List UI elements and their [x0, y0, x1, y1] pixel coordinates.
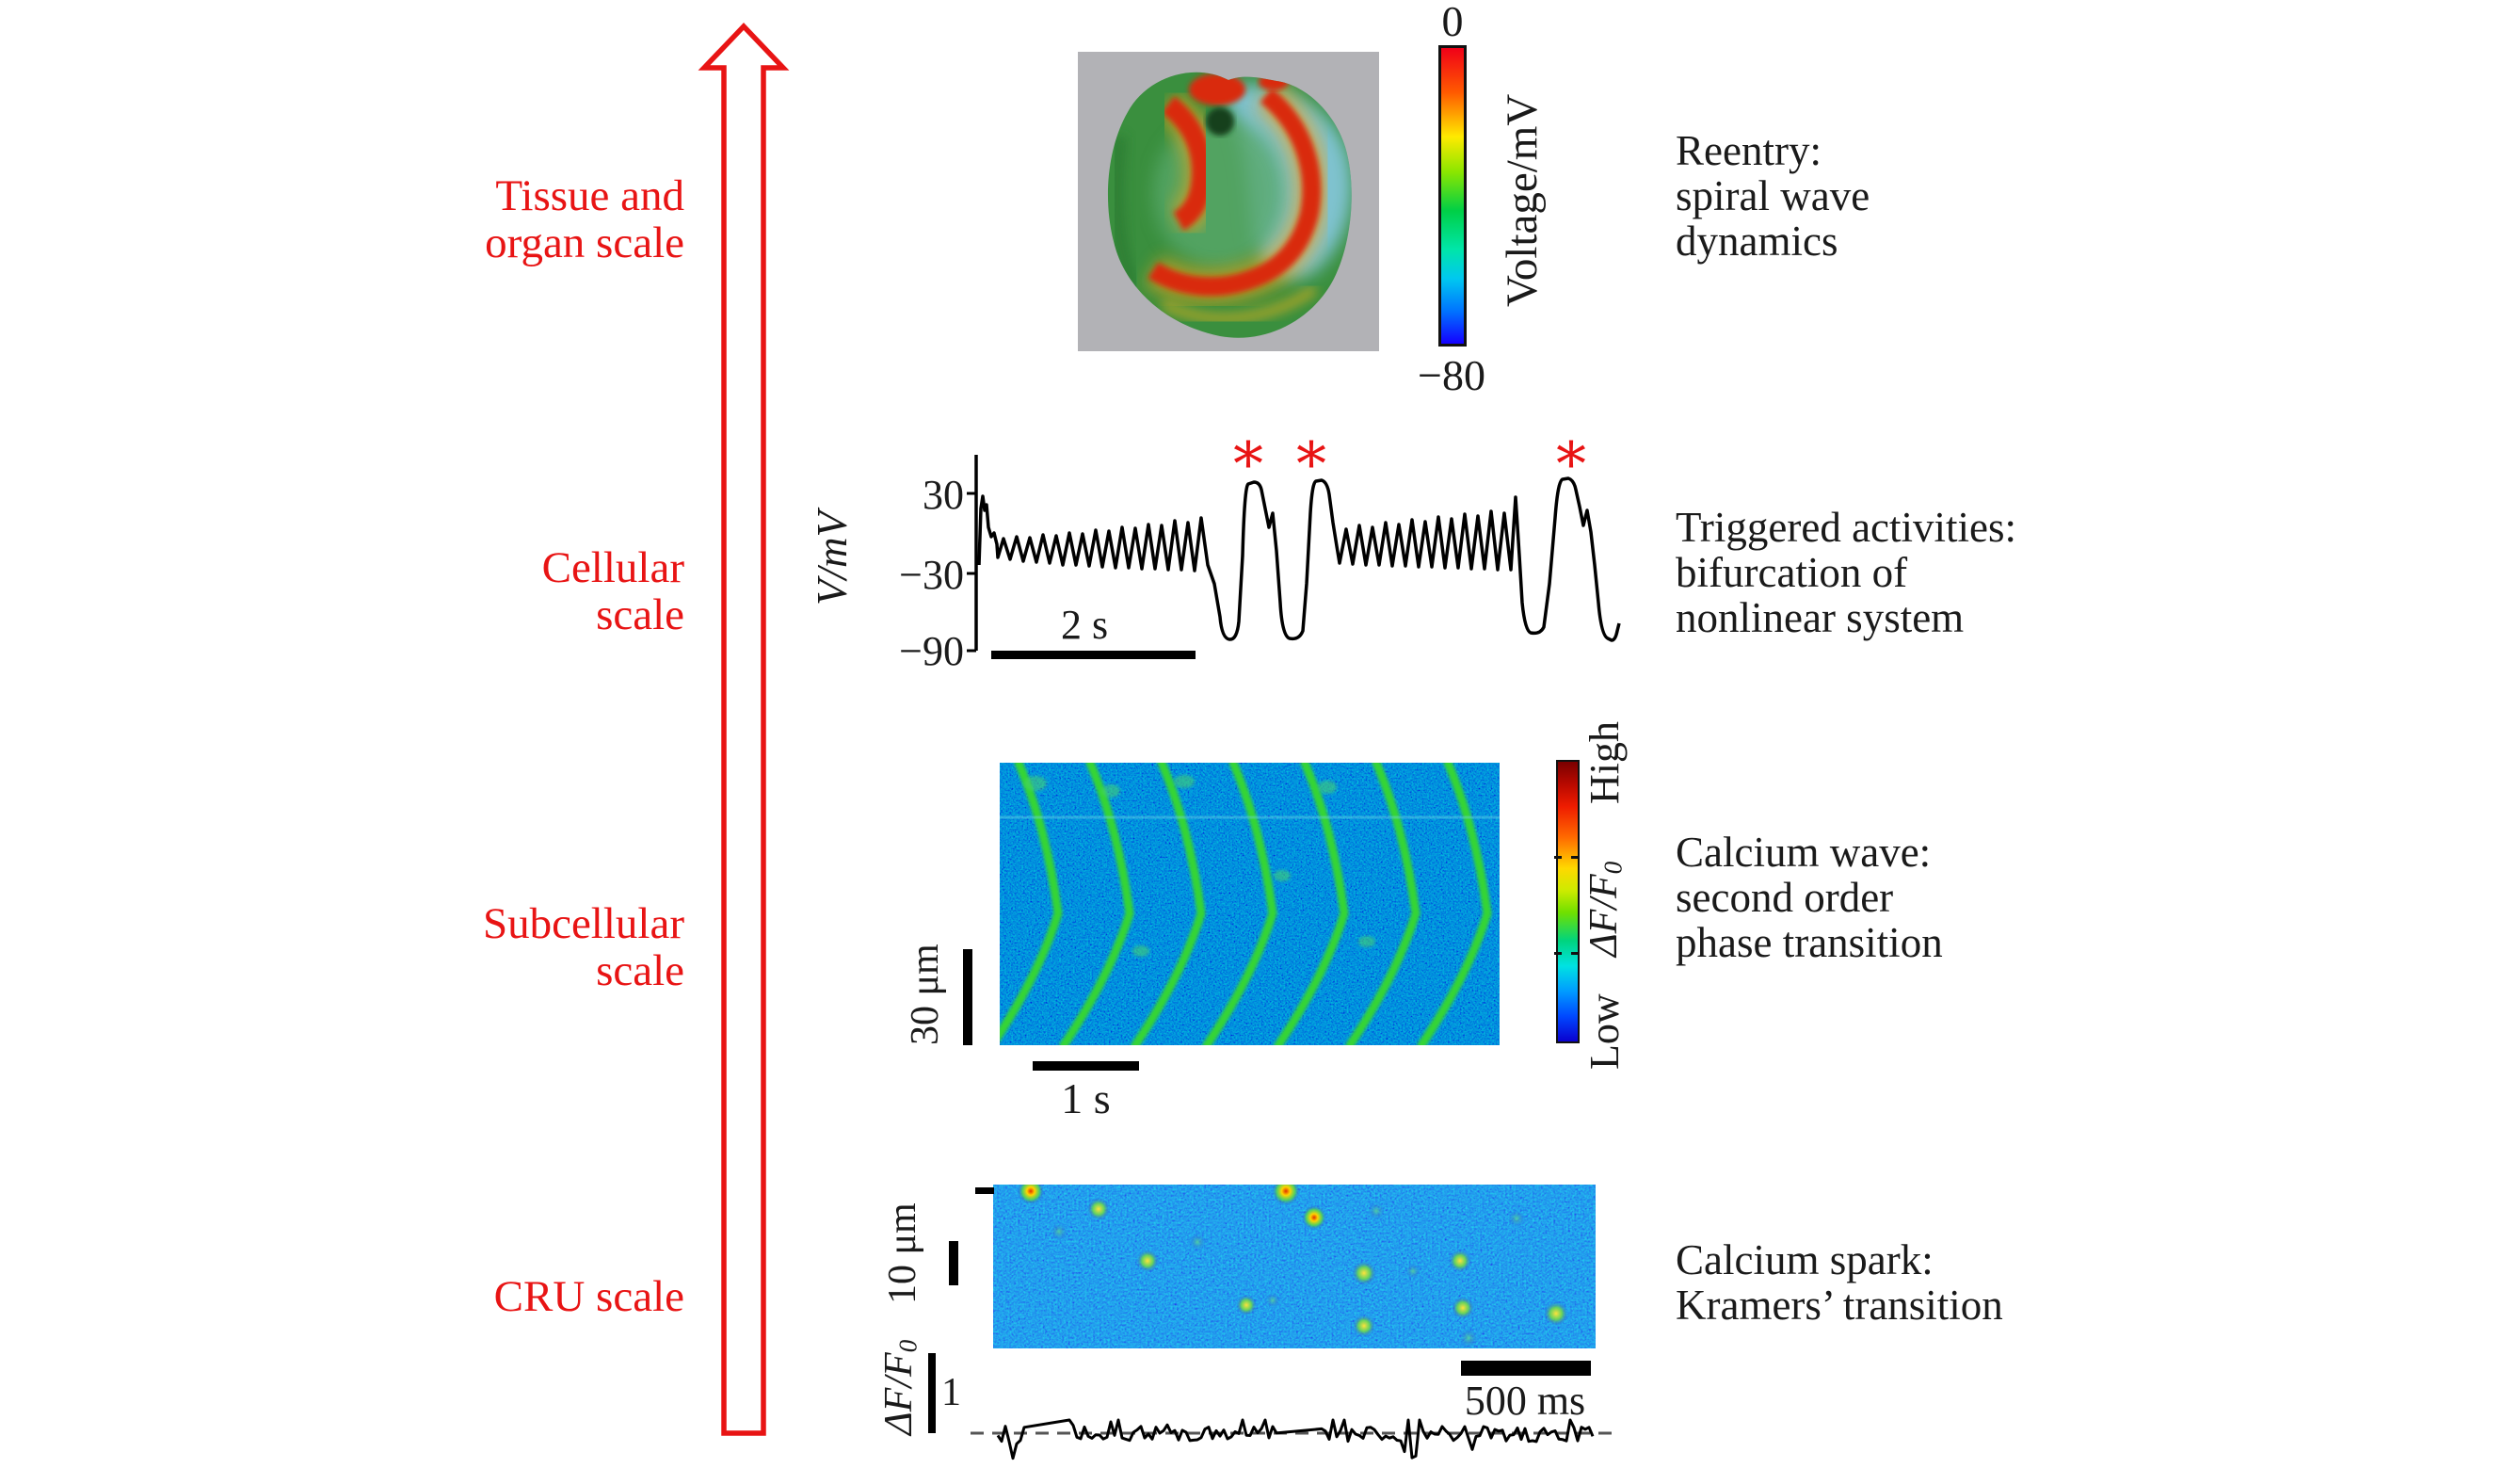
time-scalebar-500ms — [1461, 1361, 1591, 1376]
fluorescence-colorbar-tick — [1571, 952, 1579, 955]
action-potential-trace-plot — [967, 455, 1621, 659]
time-scalebar-label-500ms: 500 ms — [1464, 1378, 1586, 1424]
triggered-activity-asterisk: * — [1233, 430, 1263, 500]
dff0-label-text: ΔF/F — [1582, 874, 1626, 957]
dff0-label-text: ΔF/F — [877, 1352, 921, 1435]
label-line: Tissue and — [495, 171, 684, 220]
space-scalebar-label-30um: 30 μm — [904, 936, 947, 1053]
caption-line: spiral wave — [1676, 172, 1870, 219]
caption-line: dynamics — [1676, 218, 1838, 265]
voltage-colorbar-max: 0 — [1441, 0, 1464, 45]
label-line: Cellular — [541, 543, 684, 592]
caption-line: Reentry: — [1676, 127, 1822, 174]
label-line: scale — [596, 590, 684, 639]
label-tissue-organ-scale: Tissue and organ scale — [358, 172, 684, 266]
space-scalebar-30um — [963, 949, 972, 1045]
calcium-spark-image — [993, 1185, 1596, 1348]
caption-calcium-spark: Calcium spark: Kramers’ transition — [1676, 1237, 2003, 1328]
caption-line: Calcium wave: — [1676, 829, 1932, 876]
label-line: CRU scale — [493, 1272, 684, 1321]
caption-line: nonlinear system — [1676, 594, 1965, 641]
voltage-axis-label-text: V/mV — [809, 511, 856, 605]
voltage-colorbar-label-text: Voltage/mV — [1498, 93, 1547, 308]
caption-calcium-wave: Calcium wave: second order phase transit… — [1676, 830, 1943, 965]
dff0-label-sub: 0 — [893, 1339, 923, 1353]
space-scalebar-label-text: 30 μm — [904, 944, 947, 1045]
triggered-activity-asterisk: * — [1296, 430, 1326, 500]
spark-fluorescence-trace-plot — [971, 1418, 1613, 1460]
caption-line: Kramers’ transition — [1676, 1282, 2003, 1329]
space-scalebar-10um — [949, 1241, 958, 1285]
label-cellular-scale: Cellular scale — [358, 544, 684, 638]
label-line: scale — [596, 946, 684, 995]
ytick-neg30: −30 — [899, 552, 964, 598]
label-subcellular-scale: Subcellular scale — [358, 900, 684, 994]
caption-line: second order — [1676, 874, 1894, 921]
caption-line: Calcium spark: — [1676, 1236, 1934, 1283]
spark-trace-axis-label: ΔF/F0 — [877, 1316, 923, 1458]
fluorescence-colorbar-tick — [1571, 856, 1579, 859]
calcium-wave-kymograph-image — [1000, 763, 1500, 1045]
dff0-label-sub: 0 — [1598, 861, 1628, 875]
fluorescence-colorbar — [1556, 760, 1580, 1043]
caption-line: Triggered activities: — [1676, 504, 2017, 551]
fluorescence-colorbar-high-label: High — [1581, 718, 1628, 808]
low-label-text: Low — [1581, 993, 1628, 1071]
amplitude-scalebar-label: 1 — [941, 1371, 961, 1414]
fluorescence-colorbar-low-label: Low — [1581, 991, 1628, 1073]
voltage-colorbar — [1438, 45, 1467, 347]
time-scalebar-1s — [1033, 1061, 1139, 1071]
fluorescence-colorbar-tick — [1554, 856, 1562, 859]
caption-reentry: Reentry: spiral wave dynamics — [1676, 128, 1870, 264]
caption-line: bifurcation of — [1676, 549, 1908, 596]
label-cru-scale: CRU scale — [358, 1273, 684, 1320]
label-line: Subcellular — [482, 899, 684, 948]
heart-voltage-map-image — [1078, 52, 1379, 351]
voltage-colorbar-min: −80 — [1418, 351, 1485, 399]
scale-axis-arrow-icon — [698, 23, 790, 1436]
space-scalebar-label-10um: 10 μm — [881, 1196, 924, 1311]
time-scalebar-label-1s: 1 s — [1061, 1074, 1111, 1122]
triggered-activity-asterisk: * — [1556, 430, 1586, 500]
spark-image-corner-tick — [975, 1187, 994, 1194]
ytick-neg90: −90 — [899, 628, 964, 674]
caption-line: phase transition — [1676, 919, 1943, 966]
high-label-text: High — [1581, 721, 1628, 804]
space-scalebar-label-text: 10 μm — [881, 1202, 924, 1304]
fluorescence-colorbar-tick — [1554, 952, 1562, 955]
voltage-axis-label: V/mV — [809, 499, 856, 618]
ytick-30: 30 — [923, 472, 964, 518]
caption-triggered-activities: Triggered activities: bifurcation of non… — [1676, 505, 2016, 640]
voltage-colorbar-label: Voltage/mV — [1498, 83, 1547, 318]
fluorescence-colorbar-axis-label: ΔF/F0 — [1582, 844, 1628, 974]
time-scalebar-label-2s: 2 s — [1060, 602, 1109, 648]
label-line: organ scale — [485, 218, 684, 267]
amplitude-scalebar-1unit — [928, 1353, 936, 1433]
